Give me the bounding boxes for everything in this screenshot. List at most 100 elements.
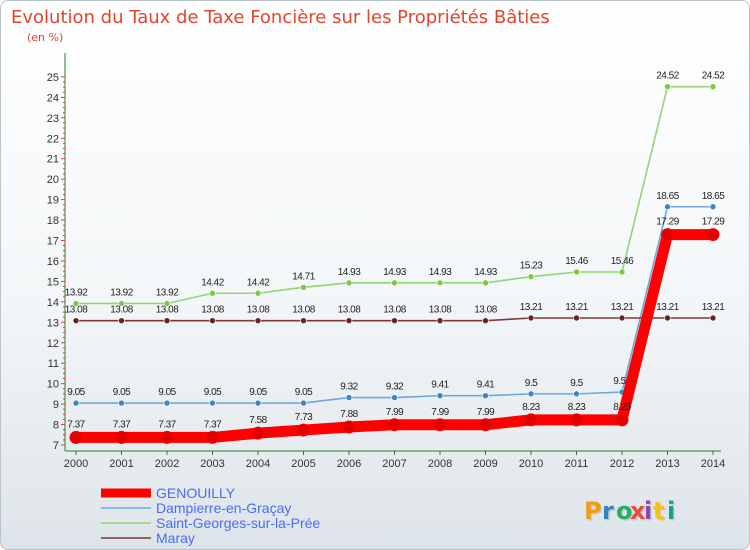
data-point bbox=[664, 314, 671, 322]
data-point bbox=[163, 317, 171, 324]
data-point bbox=[254, 289, 262, 297]
data-point bbox=[709, 83, 717, 91]
data-label: 13.08 bbox=[429, 305, 452, 316]
data-label: 14.93 bbox=[338, 267, 361, 278]
logo-letter: x bbox=[630, 497, 646, 525]
data-label: 13.08 bbox=[383, 305, 406, 316]
y-tick-label: 21 bbox=[47, 154, 59, 166]
data-point bbox=[436, 279, 444, 287]
data-label: 9.41 bbox=[477, 380, 495, 391]
data-point bbox=[163, 399, 171, 407]
legend-label-2: Saint-Georges-sur-la-Prée bbox=[156, 515, 320, 531]
logo-letter: t bbox=[653, 497, 664, 525]
series-1: 9.05 9.05 9.05 9.05 9.05 9.05 9.32 9.32 9.41 9.41… bbox=[67, 191, 726, 407]
data-label: 7.37 bbox=[113, 419, 131, 430]
data-point bbox=[436, 392, 444, 400]
data-label: 7.99 bbox=[431, 407, 449, 418]
data-label: 18.65 bbox=[702, 191, 725, 202]
x-tick-label: 2006 bbox=[337, 458, 361, 470]
data-point bbox=[527, 390, 535, 398]
x-tick-label: 2004 bbox=[246, 458, 270, 470]
data-point bbox=[206, 430, 219, 444]
logo-letter: o bbox=[616, 497, 633, 525]
data-label: 14.93 bbox=[383, 267, 406, 278]
y-tick-label: 14 bbox=[47, 297, 59, 309]
data-label: 14.42 bbox=[247, 277, 270, 288]
data-point bbox=[254, 399, 262, 407]
series-2: 13.92 13.92 13.92 14.42 14.42 14.71 14.93 14.93… bbox=[65, 71, 726, 307]
logo-letter-shadow: x bbox=[632, 499, 648, 527]
x-tick-label: 2001 bbox=[109, 458, 133, 470]
data-label: 9.05 bbox=[295, 387, 313, 398]
data-point bbox=[573, 268, 580, 276]
data-label: 9.05 bbox=[67, 387, 85, 398]
data-point bbox=[300, 317, 307, 324]
data-label: 13.92 bbox=[156, 287, 179, 298]
data-label: 9.05 bbox=[204, 387, 222, 398]
y-tick-label: 18 bbox=[47, 215, 59, 227]
logo-letter-shadow: i bbox=[669, 499, 677, 527]
data-label: 13.08 bbox=[474, 305, 497, 316]
y-tick-label: 25 bbox=[47, 72, 59, 84]
y-tick-label: 12 bbox=[47, 338, 59, 350]
legend-label-3: Maray bbox=[156, 530, 195, 546]
data-point bbox=[69, 430, 83, 444]
data-point bbox=[618, 268, 626, 276]
data-label: 7.73 bbox=[295, 412, 313, 423]
data-point bbox=[615, 413, 629, 427]
data-label: 8.23 bbox=[568, 402, 586, 413]
data-label: 7.58 bbox=[249, 415, 267, 426]
x-tick-label: 2000 bbox=[64, 458, 88, 470]
series-layer: 9.05 9.05 9.05 9.05 9.05 9.05 9.32 9.32 9.41 9.41… bbox=[65, 71, 726, 444]
data-point bbox=[391, 279, 398, 287]
series-3: 13.08 13.08 13.08 13.08 13.08 13.08 13.08 13.08… bbox=[65, 302, 726, 324]
data-label: 7.99 bbox=[477, 407, 495, 418]
data-label: 13.08 bbox=[110, 305, 133, 316]
logo-letter: i bbox=[667, 497, 675, 525]
data-point bbox=[115, 430, 128, 444]
y-tick-label: 20 bbox=[47, 174, 59, 186]
data-label: 13.08 bbox=[292, 305, 315, 316]
x-tick-label: 2008 bbox=[428, 458, 452, 470]
data-point bbox=[300, 284, 307, 291]
data-label: 15.46 bbox=[611, 256, 634, 267]
data-point bbox=[342, 420, 356, 434]
data-point bbox=[209, 289, 216, 297]
data-label: 24.52 bbox=[656, 71, 679, 82]
data-label: 15.23 bbox=[520, 261, 543, 272]
data-point bbox=[524, 413, 538, 427]
logo-letter-shadow: o bbox=[618, 499, 635, 527]
data-label: 9.05 bbox=[113, 387, 131, 398]
data-point bbox=[345, 279, 353, 287]
data-label: 13.08 bbox=[201, 305, 224, 316]
data-point bbox=[72, 317, 80, 324]
data-label: 9.5 bbox=[570, 378, 583, 389]
data-point bbox=[345, 394, 353, 401]
data-label: 7.37 bbox=[158, 419, 176, 430]
data-label: 13.92 bbox=[110, 287, 133, 298]
logo-letter-shadow: r bbox=[604, 499, 616, 527]
data-label: 9.32 bbox=[386, 382, 404, 393]
x-tick-label: 2009 bbox=[473, 458, 497, 470]
data-label: 7.99 bbox=[386, 407, 404, 418]
data-point bbox=[527, 314, 535, 322]
data-point bbox=[436, 317, 444, 324]
data-point bbox=[254, 317, 262, 324]
y-tick-label: 9 bbox=[53, 399, 59, 411]
logo-letter: i bbox=[644, 497, 652, 525]
data-point bbox=[482, 279, 489, 287]
data-label: 13.08 bbox=[65, 305, 88, 316]
y-tick-label: 17 bbox=[47, 236, 59, 248]
data-point bbox=[570, 413, 583, 427]
y-tick-label: 16 bbox=[47, 256, 59, 268]
legend-label-1: Dampierre-en-Graçay bbox=[156, 500, 291, 516]
series-0: 7.37 7.37 7.37 7.37 7.58 7.73 7.88 7.99 7.99 7.99… bbox=[67, 217, 726, 444]
data-point bbox=[709, 203, 717, 211]
data-point bbox=[388, 418, 401, 432]
data-point bbox=[297, 423, 310, 437]
legend-label-0: GENOUILLY bbox=[156, 485, 236, 501]
data-point bbox=[118, 399, 125, 407]
data-point bbox=[391, 317, 398, 324]
x-tick-label: 2005 bbox=[291, 458, 315, 470]
